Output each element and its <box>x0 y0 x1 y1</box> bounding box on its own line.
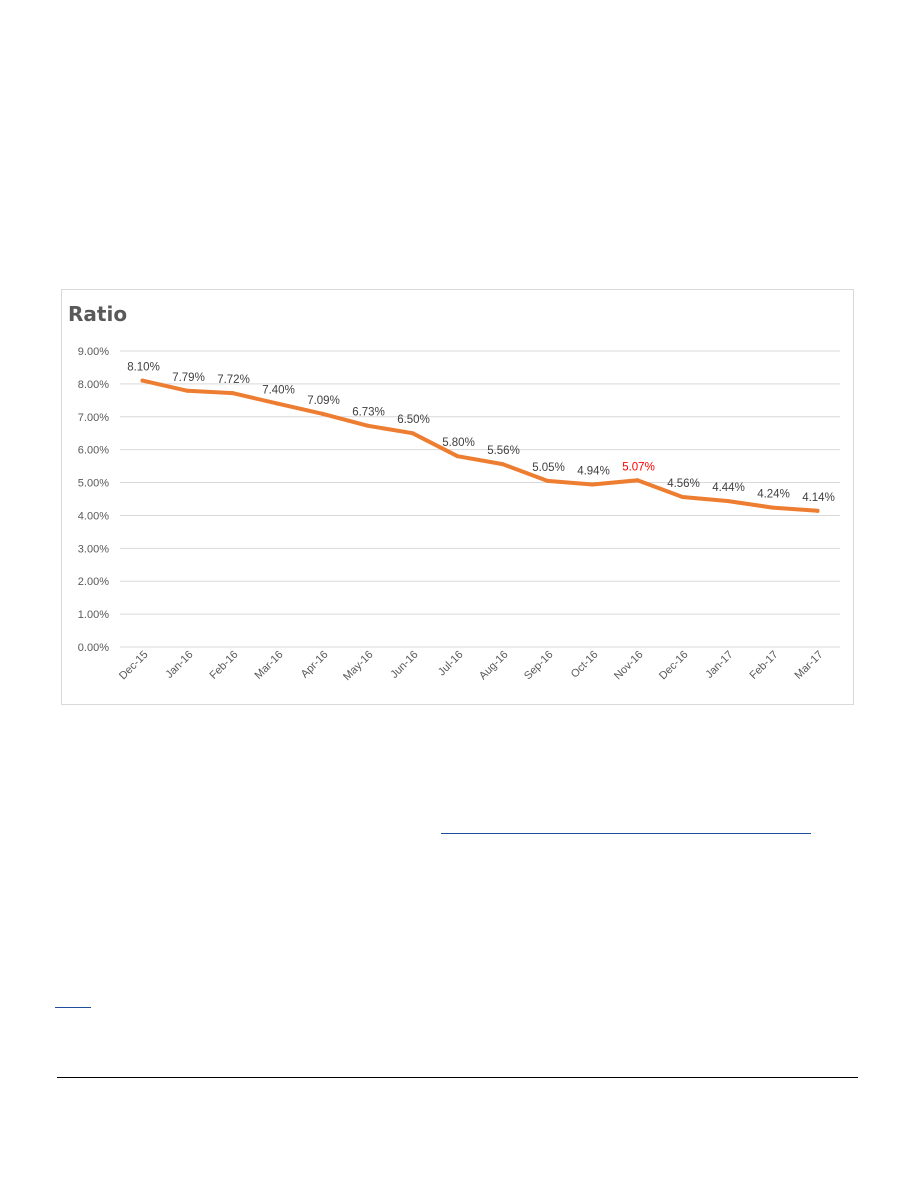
x-tick-label: Nov-16 <box>612 649 646 683</box>
y-tick-label: 8.00% <box>78 379 109 391</box>
x-tick-label: Jan-16 <box>163 649 195 681</box>
y-tick-label: 0.00% <box>78 642 109 654</box>
data-label: 7.79% <box>172 372 205 384</box>
data-point <box>590 482 595 487</box>
x-tick-label: Mar-16 <box>252 649 285 682</box>
data-label: 4.44% <box>712 482 745 494</box>
data-label: 8.10% <box>127 362 160 374</box>
y-tick-label: 9.00% <box>78 346 109 358</box>
x-tick-label: Jan-17 <box>703 649 735 681</box>
data-point <box>770 505 775 510</box>
data-label: 7.72% <box>217 374 250 386</box>
line-chart: 0.00% 1.00% 2.00% 3.00% 4.00% 5.00% 6.00% 7.00%… <box>78 346 840 683</box>
x-tick-label: Sep-16 <box>522 649 556 683</box>
chart-title: Ratio <box>68 302 128 326</box>
data-label: 4.56% <box>667 478 700 490</box>
data-point <box>320 411 325 416</box>
data-label: 4.94% <box>577 466 610 478</box>
x-tick-label: Jun-16 <box>388 649 420 681</box>
y-tick-label: 5.00% <box>78 478 109 490</box>
data-label: 6.50% <box>397 414 430 426</box>
data-point <box>680 495 685 500</box>
x-tick-label: Feb-16 <box>207 649 240 682</box>
data-point <box>185 388 190 393</box>
data-label: 7.09% <box>307 395 340 407</box>
data-point <box>230 391 235 396</box>
data-point <box>455 454 460 459</box>
hyperlink-underline[interactable] <box>441 833 811 834</box>
data-label: 4.24% <box>757 489 790 501</box>
y-tick-label: 3.00% <box>78 543 109 555</box>
y-tick-label: 6.00% <box>78 445 109 457</box>
x-tick-label: Jul-16 <box>436 649 466 679</box>
x-tick-label: Oct-16 <box>569 649 601 681</box>
hyperlink-underline-short[interactable] <box>55 1007 91 1008</box>
x-tick-label: Dec-15 <box>117 649 151 683</box>
data-label: 7.40% <box>262 385 295 397</box>
x-tick-label: Apr-16 <box>299 649 331 681</box>
data-point <box>725 498 730 503</box>
y-tick-label: 4.00% <box>78 510 109 522</box>
data-point <box>410 431 415 436</box>
data-point <box>545 478 550 483</box>
data-label: 5.05% <box>532 462 565 474</box>
series-line <box>140 378 820 513</box>
data-point <box>635 478 640 483</box>
x-tick-label: May-16 <box>341 649 375 683</box>
data-point <box>140 378 145 383</box>
y-tick-label: 7.00% <box>78 412 109 424</box>
x-tick-label: Mar-17 <box>792 649 825 682</box>
y-tick-label: 2.00% <box>78 576 109 588</box>
x-tick-label: Feb-17 <box>747 649 780 682</box>
data-point <box>365 423 370 428</box>
x-tick-label: Dec-16 <box>657 649 691 683</box>
data-point <box>275 401 280 406</box>
data-point <box>815 508 820 513</box>
footer-divider <box>57 1077 858 1078</box>
data-point <box>500 462 505 467</box>
chart-container: Ratio 0.00% 1.00% 2.00% 3.00% 4.00% 5.00% 6.00… <box>61 289 854 705</box>
data-label: 6.73% <box>352 407 385 419</box>
data-label: 5.80% <box>442 437 475 449</box>
x-tick-label: Aug-16 <box>477 649 511 683</box>
data-label: 5.07% <box>622 461 655 473</box>
y-tick-label: 1.00% <box>78 609 109 621</box>
data-label: 5.56% <box>487 445 520 457</box>
data-label: 4.14% <box>802 492 835 504</box>
